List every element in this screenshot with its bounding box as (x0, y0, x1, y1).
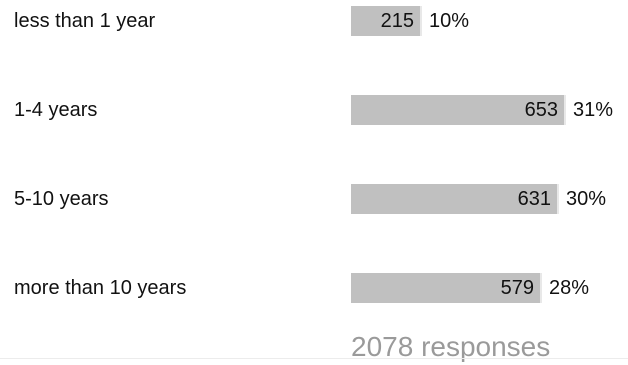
category-label: 5-10 years (14, 188, 109, 210)
bottom-divider (0, 358, 628, 359)
bar (351, 184, 559, 214)
bar-value-label: 579 (500, 277, 534, 299)
bar-value-label: 631 (517, 188, 551, 210)
bar-row: 1-4 years 653 31% (0, 95, 628, 125)
bar-row: 5-10 years 631 30% (0, 184, 628, 214)
bar-value-label: 215 (380, 10, 414, 32)
bar-row: more than 10 years 579 28% (0, 273, 628, 303)
bar (351, 273, 542, 303)
category-label: 1-4 years (14, 99, 98, 121)
bar-row: less than 1 year 215 10% (0, 6, 628, 36)
bar-percent-label: 28% (549, 277, 590, 299)
bar-percent-label: 31% (573, 99, 614, 121)
bar-percent-label: 10% (429, 10, 470, 32)
bar-percent-label: 30% (566, 188, 607, 210)
bar-value-label: 653 (524, 99, 558, 121)
total-responses-label: 2078 responses (351, 331, 551, 362)
bar (351, 6, 422, 36)
category-label: less than 1 year (14, 10, 156, 32)
bar (351, 95, 566, 125)
category-label: more than 10 years (14, 277, 187, 299)
